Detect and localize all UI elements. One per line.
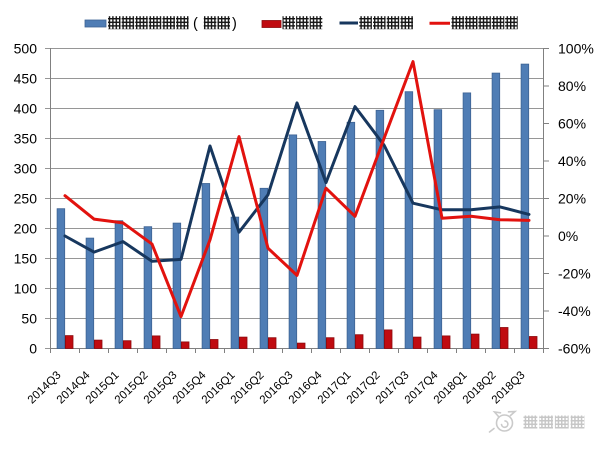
svg-text:500: 500 [14,41,38,57]
svg-text:20%: 20% [558,191,586,207]
svg-text:): ) [232,16,237,32]
svg-text:400: 400 [14,101,38,117]
svg-text:-20%: -20% [558,266,591,282]
svg-text:0: 0 [29,341,37,357]
svg-text:200: 200 [14,221,38,237]
svg-text:250: 250 [14,191,38,207]
svg-text:450: 450 [14,71,38,87]
svg-text:60%: 60% [558,116,586,132]
svg-text:350: 350 [14,131,38,147]
svg-text:0%: 0% [558,228,578,244]
svg-text:(: ( [193,16,198,32]
svg-text:-60%: -60% [558,341,591,357]
svg-text:100: 100 [14,281,38,297]
svg-text:80%: 80% [558,78,586,94]
svg-text:300: 300 [14,161,38,177]
svg-text:100%: 100% [558,41,594,57]
svg-text:150: 150 [14,251,38,267]
svg-text:50: 50 [21,311,37,327]
svg-text:40%: 40% [558,153,586,169]
svg-text:-40%: -40% [558,303,591,319]
